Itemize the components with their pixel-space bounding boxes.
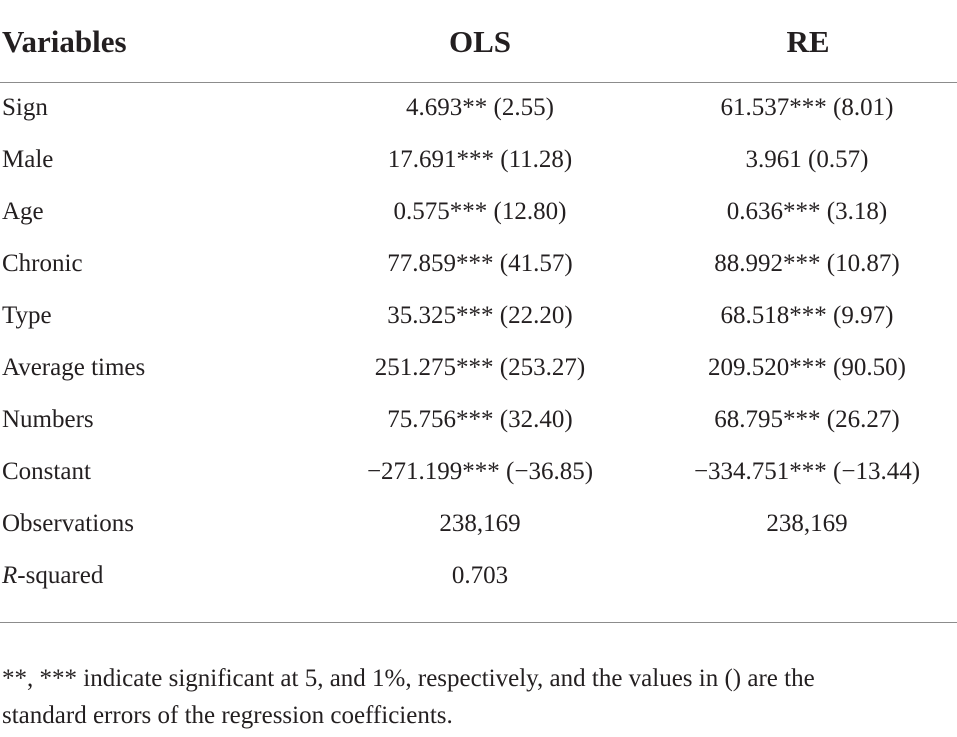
ols-cell: 0.703 (451, 562, 509, 589)
table-row: Observations 238,169 238,169 (0, 498, 957, 550)
table-row: Male 17.691*** (11.28) 3.961 (0.57) (0, 134, 957, 186)
re-cell: 0.636*** (3.18) (726, 198, 888, 225)
variable-cell: Numbers (2, 406, 94, 433)
footnote-line-1: **, *** indicate significant at 5, and 1… (2, 665, 815, 692)
variable-cell: Male (2, 146, 54, 173)
header-ols: OLS (448, 24, 512, 59)
re-cell: 209.520*** (90.50) (708, 354, 906, 381)
table-header-row: Variables OLS RE (0, 0, 957, 82)
table-row: Average times 251.275*** (253.27) 209.52… (0, 342, 957, 394)
ols-cell: −271.199*** (−36.85) (366, 458, 594, 485)
re-cell: 68.518*** (9.97) (720, 302, 894, 329)
variable-cell: Average times (2, 354, 146, 381)
variable-cell: Sign (2, 94, 48, 121)
ols-cell: 4.693** (2.55) (406, 94, 554, 121)
variable-cell: Constant (2, 458, 91, 485)
variable-cell: Observations (2, 510, 134, 537)
table-row: Numbers 75.756*** (32.40) 68.795*** (26.… (0, 394, 957, 446)
ols-cell: 0.575*** (12.80) (393, 198, 567, 225)
footnote-line-2: standard errors of the regression coeffi… (2, 702, 453, 729)
variable-cell: Type (2, 302, 52, 329)
table-row: Sign 4.693** (2.55) 61.537*** (8.01) (0, 82, 957, 134)
ols-cell: 238,169 (439, 510, 521, 537)
header-divider (0, 82, 957, 83)
re-cell: 61.537*** (8.01) (720, 94, 894, 121)
header-variables: Variables (2, 24, 127, 59)
re-cell: 238,169 (766, 510, 848, 537)
variable-suffix: -squared (17, 562, 104, 589)
table-row: Constant −271.199*** (−36.85) −334.751**… (0, 446, 957, 498)
header-re: RE (786, 24, 830, 59)
variable-cell: Age (2, 198, 44, 225)
table-footnote: **, *** indicate significant at 5, and 1… (2, 660, 942, 734)
re-cell: 3.961 (0.57) (745, 146, 869, 173)
re-cell: 68.795*** (26.27) (714, 406, 900, 433)
ols-cell: 77.859*** (41.57) (387, 250, 573, 277)
table-row: Age 0.575*** (12.80) 0.636*** (3.18) (0, 186, 957, 238)
table-row: R-squared 0.703 (0, 550, 957, 602)
ols-cell: 35.325*** (22.20) (387, 302, 573, 329)
ols-cell: 75.756*** (32.40) (387, 406, 573, 433)
variable-cell: R-squared (2, 558, 103, 594)
ols-cell: 251.275*** (253.27) (374, 354, 586, 381)
re-cell: 88.992*** (10.87) (714, 250, 900, 277)
table-bottom-divider (0, 622, 957, 623)
table-row: Type 35.325*** (22.20) 68.518*** (9.97) (0, 290, 957, 342)
ols-cell: 17.691*** (11.28) (387, 146, 573, 173)
re-cell: −334.751*** (−13.44) (693, 458, 921, 485)
table-row: Chronic 77.859*** (41.57) 88.992*** (10.… (0, 238, 957, 290)
variable-cell: Chronic (2, 250, 83, 277)
variable-italic-r: R (2, 562, 18, 589)
